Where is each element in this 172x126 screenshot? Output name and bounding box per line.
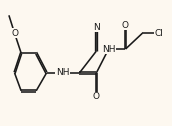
Text: Cl: Cl <box>155 29 164 38</box>
Text: NH: NH <box>102 45 115 54</box>
Text: O: O <box>122 21 129 30</box>
Text: O: O <box>11 29 18 38</box>
Text: N: N <box>93 23 100 32</box>
Text: O: O <box>93 92 100 101</box>
Text: NH: NH <box>56 68 69 77</box>
